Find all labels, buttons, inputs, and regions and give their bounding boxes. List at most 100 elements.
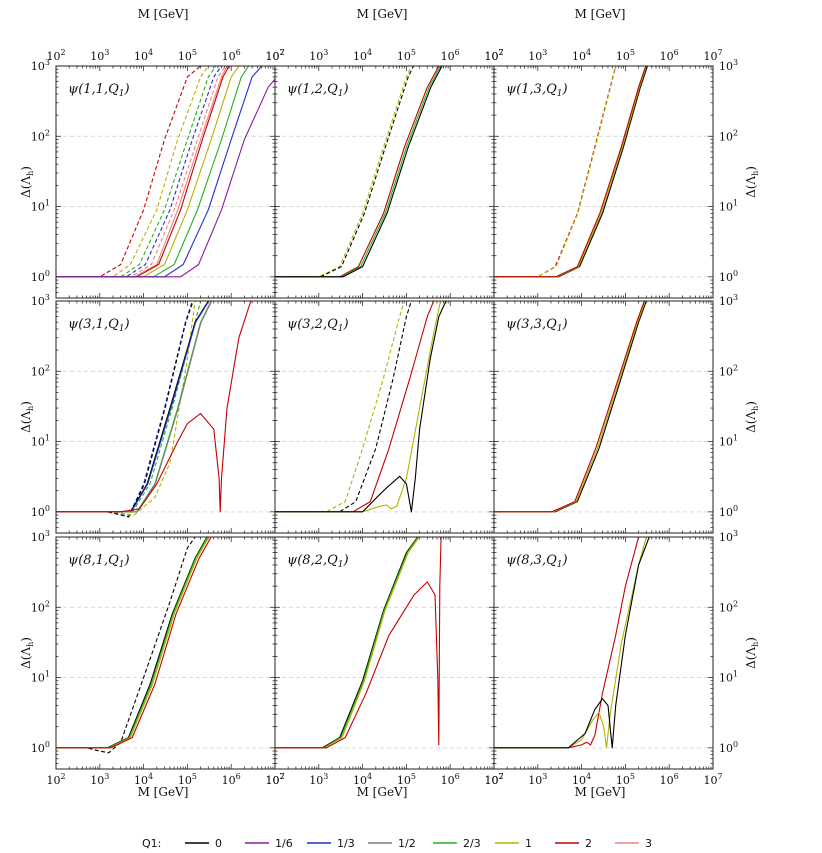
- series-line: [494, 66, 647, 278]
- y-tick-label: 103: [31, 293, 50, 308]
- panel-frame: [55, 300, 276, 534]
- series-line: [56, 301, 252, 513]
- y-axis-label-right: Δ(Λh): [744, 166, 760, 198]
- series-line: [56, 78, 275, 278]
- x-tick-label: 106: [660, 772, 679, 787]
- legend-label: 0: [215, 837, 222, 850]
- series-line: [275, 66, 440, 278]
- series-line: [494, 301, 646, 513]
- y-tick-label: 100: [31, 740, 50, 755]
- x-tick-label: 102: [265, 772, 284, 787]
- series-line: [494, 66, 617, 278]
- x-tick-label: 106: [441, 48, 460, 63]
- y-tick-label: 100: [31, 269, 50, 284]
- y-tick-label: 101: [719, 670, 738, 685]
- series-line: [275, 66, 441, 278]
- series-line: [56, 537, 212, 749]
- series-line: [56, 66, 222, 278]
- series-line: [275, 301, 412, 513]
- x-tick-label: 103: [309, 48, 328, 63]
- legend: Q1: 0 1/6 1/3 1/2 2/3 1 2 3: [142, 837, 652, 850]
- x-tick-label: 106: [222, 772, 241, 787]
- panel-6: ψ(3,3,Q1) 100 101 102 103 Δ(Λh): [493, 293, 760, 534]
- y-tick-label: 101: [719, 434, 738, 449]
- x-tick-label: 105: [178, 48, 197, 63]
- series-line: [56, 537, 196, 754]
- y-tick-label: 101: [31, 434, 50, 449]
- legend-label: 1/6: [275, 837, 293, 850]
- x-tick-label: 102: [265, 48, 284, 63]
- series-line: [275, 301, 442, 513]
- top-axis-label-1: M [GeV]: [138, 7, 189, 21]
- y-tick-label: 103: [31, 58, 50, 73]
- series-line: [275, 301, 435, 513]
- panel-4: ψ(3,1,Q1) 100 101 102 103 Δ(Λh): [19, 293, 276, 534]
- x-tick-label: 102: [484, 48, 503, 63]
- x-tick-label: 104: [353, 48, 372, 63]
- x-tick-label: 104: [572, 772, 591, 787]
- y-tick-label: 102: [719, 363, 738, 378]
- panel-8: ψ(8,2,Q1) 102 103 104 105 106 107: [265, 536, 504, 787]
- y-tick-label: 100: [719, 740, 738, 755]
- panel-frame: [55, 536, 276, 770]
- y-tick-label: 102: [31, 363, 50, 378]
- legend-label: 1/3: [337, 837, 355, 850]
- series-line: [275, 537, 419, 749]
- y-tick-label: 103: [719, 293, 738, 308]
- series-line: [494, 66, 649, 278]
- y-tick-label: 103: [719, 529, 738, 544]
- series-line: [275, 537, 442, 749]
- y-axis-label: Δ(Λh): [19, 637, 35, 669]
- panel-label: ψ(8,3,Q1): [506, 553, 568, 570]
- series-line: [494, 301, 645, 513]
- x-tick-label: 107: [703, 48, 722, 63]
- series-line: [494, 66, 647, 278]
- panel-2: ψ(1,2,Q1) 102 103 104 105 106 107: [265, 48, 504, 299]
- series-line: [56, 537, 210, 749]
- series-line: [275, 537, 419, 749]
- legend-label: 2/3: [463, 837, 481, 850]
- series-group: [275, 537, 442, 749]
- series-line: [56, 301, 213, 513]
- y-tick-label: 102: [31, 128, 50, 143]
- top-axis-label-3: M [GeV]: [575, 7, 626, 21]
- y-tick-label: 101: [31, 199, 50, 214]
- x-tick-label: 105: [616, 48, 635, 63]
- series-line: [56, 66, 228, 278]
- series-line: [56, 301, 210, 513]
- legend-label: 1/2: [398, 837, 416, 850]
- x-tick-label: 102: [484, 772, 503, 787]
- panel-label: ψ(3,2,Q1): [287, 317, 349, 334]
- y-tick-label: 102: [31, 599, 50, 614]
- x-tick-label: 107: [484, 772, 503, 787]
- series-group: [56, 537, 212, 754]
- panel-9: ψ(8,3,Q1) 100 101 102 103 102 103 104 105 106 107 Δ…: [484, 529, 760, 787]
- y-axis-label: Δ(Λh): [19, 401, 35, 433]
- panel-7: ψ(8,1,Q1) 100 101 102 103 102 103 104 105 106 107 Δ…: [19, 529, 285, 787]
- x-tick-label: 107: [703, 772, 722, 787]
- panel-frame: [493, 300, 714, 534]
- series-line: [56, 66, 217, 278]
- x-tick-label: 104: [353, 772, 372, 787]
- series-group: [494, 537, 650, 749]
- legend-label: 1: [525, 837, 532, 850]
- x-tick-label: 107: [265, 772, 284, 787]
- series-line: [56, 301, 196, 516]
- x-tick-label: 102: [46, 48, 65, 63]
- series-group: [275, 301, 447, 513]
- x-tick-label: 105: [178, 772, 197, 787]
- legend-label: 3: [645, 837, 652, 850]
- series-line: [56, 537, 208, 749]
- panel-frame: [274, 300, 495, 534]
- y-tick-label: 100: [719, 269, 738, 284]
- series-line: [494, 301, 647, 513]
- x-tick-label: 103: [309, 772, 328, 787]
- y-axis-label-right: Δ(Λh): [744, 401, 760, 433]
- panel-frame: [493, 536, 714, 770]
- y-tick-label: 102: [719, 128, 738, 143]
- series-line: [56, 66, 230, 278]
- series-line: [56, 301, 209, 513]
- panel-label: ψ(8,1,Q1): [68, 553, 130, 570]
